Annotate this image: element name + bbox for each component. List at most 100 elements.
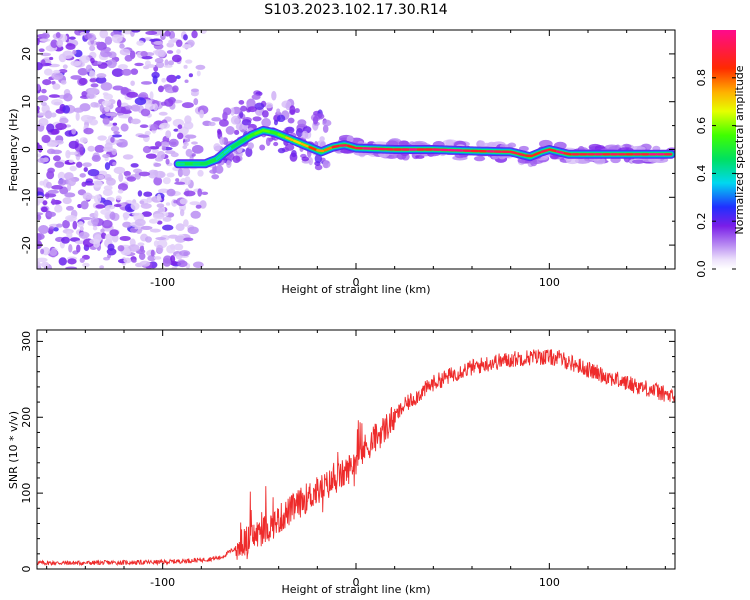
halo-speckle — [322, 160, 331, 169]
noise-speckle — [145, 64, 156, 68]
noise-speckle — [187, 226, 199, 235]
noise-speckle — [38, 48, 45, 53]
noise-speckle — [136, 94, 147, 98]
noise-speckle — [130, 118, 141, 125]
noise-speckle — [165, 202, 171, 206]
noise-speckle — [85, 182, 95, 186]
y-tick-label: 200 — [20, 407, 33, 428]
halo-speckle — [254, 102, 265, 111]
noise-speckle — [156, 150, 166, 160]
noise-speckle — [95, 204, 105, 209]
noise-speckle — [53, 227, 59, 232]
noise-speckle — [79, 173, 86, 178]
noise-speckle — [51, 98, 63, 106]
noise-speckle — [190, 210, 201, 219]
noise-speckle — [184, 176, 191, 186]
noise-speckle — [91, 180, 103, 188]
noise-speckle — [47, 167, 55, 174]
noise-speckle — [62, 219, 70, 229]
noise-speckle — [54, 204, 63, 213]
noise-speckle — [199, 109, 204, 119]
noise-speckle — [62, 197, 72, 205]
halo-speckle — [273, 141, 279, 147]
y-tick-label: -10 — [20, 188, 33, 206]
noise-speckle — [168, 138, 179, 148]
noise-speckle — [185, 148, 193, 157]
noise-speckle — [183, 121, 194, 130]
noise-speckle — [56, 223, 63, 228]
halo-speckle — [566, 157, 579, 165]
halo-speckle — [213, 143, 221, 151]
noise-speckle — [191, 30, 198, 39]
noise-speckle — [55, 122, 67, 130]
noise-speckle — [154, 57, 164, 64]
noise-speckle — [40, 248, 45, 255]
noise-speckle — [162, 177, 171, 185]
noise-speckle — [87, 169, 100, 177]
noise-speckle — [69, 165, 77, 172]
noise-speckle — [173, 128, 179, 132]
noise-speckle — [145, 153, 157, 159]
noise-speckle — [131, 212, 140, 216]
noise-speckle — [122, 154, 134, 160]
halo-speckle — [234, 129, 240, 136]
noise-speckle — [79, 150, 84, 156]
noise-speckle — [112, 161, 117, 166]
noise-speckle — [139, 260, 151, 267]
noise-speckle — [118, 173, 124, 182]
noise-speckle — [65, 205, 74, 211]
ridge-core — [231, 142, 240, 149]
noise-speckle — [76, 244, 81, 253]
halo-speckle — [574, 157, 591, 164]
noise-speckle — [101, 100, 112, 106]
noise-speckle — [37, 95, 49, 102]
noise-speckle — [183, 219, 189, 227]
noise-speckle — [37, 214, 42, 221]
noise-speckle — [138, 171, 151, 177]
noise-speckle — [102, 188, 113, 197]
y-tick-label: -20 — [20, 236, 33, 254]
noise-speckle — [109, 211, 116, 220]
noise-speckle — [174, 235, 186, 243]
noise-speckle — [161, 77, 167, 83]
noise-speckle — [137, 190, 143, 197]
noise-speckle — [137, 242, 145, 247]
noise-speckle — [111, 68, 124, 77]
halo-speckle — [295, 128, 304, 138]
noise-speckle — [153, 40, 164, 46]
noise-speckle — [149, 228, 161, 233]
noise-speckle — [60, 80, 67, 85]
noise-speckle — [122, 212, 130, 219]
noise-speckle — [100, 82, 113, 91]
noise-speckle — [82, 162, 92, 168]
noise-speckle — [140, 81, 153, 85]
noise-speckle — [78, 231, 90, 239]
noise-speckle — [46, 211, 57, 218]
noise-speckle — [37, 257, 48, 263]
halo-speckle — [273, 119, 278, 126]
noise-speckle — [51, 80, 56, 85]
noise-speckle — [51, 185, 64, 190]
halo-speckle — [241, 119, 252, 126]
noise-speckle — [49, 226, 55, 230]
x-tick-label: -100 — [150, 276, 175, 289]
halo-speckle — [259, 144, 266, 151]
ridge-core — [347, 144, 356, 149]
noise-speckle — [117, 189, 124, 194]
noise-speckle — [175, 75, 181, 80]
ridge-core — [223, 147, 232, 154]
noise-speckle — [113, 131, 120, 135]
noise-speckle — [85, 64, 93, 73]
noise-speckle — [168, 60, 174, 66]
noise-speckle — [68, 244, 73, 253]
noise-speckle — [37, 83, 41, 91]
halo-speckle — [230, 107, 235, 116]
colorbar-tick-label: 0.8 — [695, 69, 708, 87]
noise-speckle — [174, 243, 184, 251]
noise-speckle — [136, 40, 145, 46]
ridge-core — [238, 137, 248, 144]
noise-speckle — [70, 60, 81, 67]
noise-speckle — [159, 122, 171, 129]
snr-line — [37, 349, 675, 567]
halo-speckle — [308, 157, 313, 166]
